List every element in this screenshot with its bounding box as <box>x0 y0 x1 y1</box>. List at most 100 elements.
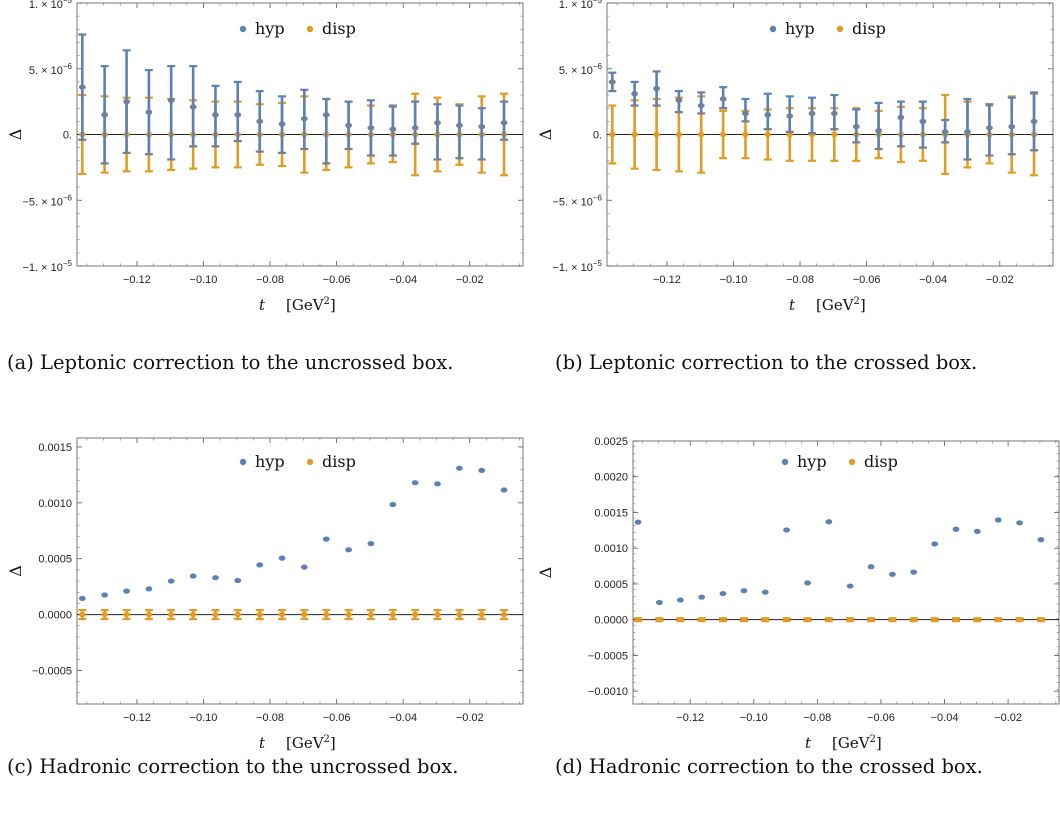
y-tick-label: −1. × 10−5 <box>553 259 603 274</box>
disp-point <box>145 611 153 618</box>
y-tick-label: 0.0000 <box>594 615 628 627</box>
hyp-point <box>1037 537 1045 543</box>
chart-b: 1. × 10−5 5. × 10−6 0. −5. × 10−6 −1. × 10−5… <box>536 0 1054 314</box>
x-axis-unit: [GeV2] <box>816 296 866 314</box>
x-tick-label: −0.12 <box>123 712 151 724</box>
hyp-point <box>825 519 833 525</box>
caption-b: (b) Leptonic correction to the crossed b… <box>555 351 978 374</box>
chart-d: 0.0025 0.0020 0.0015 0.0010 0.0005 0.0000 −0.0… <box>536 436 1060 752</box>
caption-d: (d) Hadronic correction to the crossed b… <box>555 755 983 778</box>
disp-point <box>608 131 616 138</box>
hyp-point <box>655 599 663 606</box>
hyp-point <box>1016 520 1023 526</box>
x-tick-label: −0.04 <box>931 712 959 724</box>
disp-point <box>719 617 727 623</box>
disp-point <box>973 617 981 623</box>
x-tick-label: −0.02 <box>986 274 1014 286</box>
disp-point <box>676 617 684 623</box>
y-tick-label: 0.0025 <box>594 436 628 448</box>
legend-disp-label: disp <box>322 452 356 471</box>
disp-point <box>456 611 463 618</box>
hyp-point <box>973 528 981 535</box>
hyp-point <box>189 573 197 579</box>
legend-hyp-label: hyp <box>255 452 285 471</box>
y-tick-label: 0.0000 <box>38 610 72 622</box>
disp-point <box>322 611 330 618</box>
disp-point <box>931 617 939 623</box>
panel-a: 1. × 10−5 5. × 10−6 0. −5. × 10−6 −1. × 10−5… <box>0 0 530 408</box>
x-axis-unit: [GeV2] <box>286 734 336 752</box>
x-tick-label: −0.08 <box>786 274 814 286</box>
hyp-point <box>300 564 308 570</box>
disp-point <box>300 611 308 618</box>
disp-point <box>167 611 175 618</box>
y-tick-label: 0.0020 <box>594 472 628 484</box>
y-tick-label: −0.0010 <box>588 686 628 698</box>
disp-point <box>78 611 86 618</box>
y-tick-label: 0. <box>63 130 72 142</box>
y-axis-label: Δ <box>6 129 25 141</box>
disp-point <box>764 131 772 138</box>
disp-point <box>994 617 1002 623</box>
disp-point <box>411 611 419 618</box>
hyp-point <box>676 597 684 603</box>
disp-point <box>234 611 242 618</box>
disp-point <box>101 611 109 618</box>
legend-disp-marker <box>306 458 314 466</box>
hyp-point <box>478 467 486 474</box>
x-axis-unit: [GeV2] <box>286 296 336 314</box>
x-tick-label: −0.10 <box>190 712 218 724</box>
disp-point <box>367 611 375 618</box>
hyp-point <box>783 527 790 533</box>
hyp-point <box>278 555 286 561</box>
disp-point <box>889 617 896 623</box>
x-tick-label: −0.06 <box>323 712 351 724</box>
x-tick-label: −0.04 <box>919 274 947 286</box>
hyp-point <box>804 580 811 586</box>
disp-point <box>345 611 352 618</box>
y-tick-label: 1. × 10−5 <box>29 0 73 11</box>
hyp-point <box>867 564 875 570</box>
plot-frame <box>76 437 524 705</box>
x-tick-label: −0.04 <box>389 712 417 724</box>
hyp-point <box>434 481 441 487</box>
panel-c: 0.0015 0.0010 0.0005 0.0000 −0.0005 −0.12 −0.1… <box>0 408 530 816</box>
x-tick-label: −0.04 <box>389 274 417 286</box>
legend-hyp-marker <box>769 25 777 33</box>
caption-c: (c) Hadronic correction to the uncrossed… <box>7 755 459 778</box>
x-tick-label: −0.10 <box>740 712 768 724</box>
disp-point <box>278 611 286 618</box>
y-axis-label: Δ <box>536 129 555 141</box>
hyp-point <box>256 562 264 568</box>
hyp-point <box>846 583 854 589</box>
hyp-point <box>719 590 727 597</box>
disp-point <box>830 131 838 138</box>
hyp-point <box>234 577 242 584</box>
y-tick-label: −0.0005 <box>32 665 72 677</box>
disp-point <box>952 617 960 623</box>
hyp-point <box>367 541 375 547</box>
hyp-point <box>761 589 769 595</box>
disp-point <box>389 611 397 618</box>
y-tick-label: −5. × 10−6 <box>553 193 603 208</box>
disp-point <box>212 611 219 618</box>
legend-hyp-marker <box>239 458 247 466</box>
hyp-point <box>212 575 219 581</box>
legend-disp-marker <box>836 25 844 33</box>
x-axis-unit: [GeV2] <box>832 734 882 752</box>
disp-point <box>719 131 727 138</box>
x-axis-variable: t <box>789 296 796 314</box>
hyp-point <box>345 547 352 553</box>
disp-point <box>634 617 642 623</box>
x-tick-label: −0.10 <box>190 274 218 286</box>
y-tick-label: 0.0010 <box>38 498 72 510</box>
hyp-point <box>145 586 153 592</box>
disp-point <box>631 131 639 138</box>
hyp-point <box>322 536 330 542</box>
x-tick-label: −0.08 <box>256 712 284 724</box>
y-tick-label: 5. × 10−6 <box>29 62 73 77</box>
legend-hyp-marker <box>239 25 247 33</box>
y-tick-label: −5. × 10−6 <box>23 193 73 208</box>
disp-point <box>653 131 660 138</box>
chart-c: 0.0015 0.0010 0.0005 0.0000 −0.0005 −0.12 −0.1… <box>6 437 524 752</box>
